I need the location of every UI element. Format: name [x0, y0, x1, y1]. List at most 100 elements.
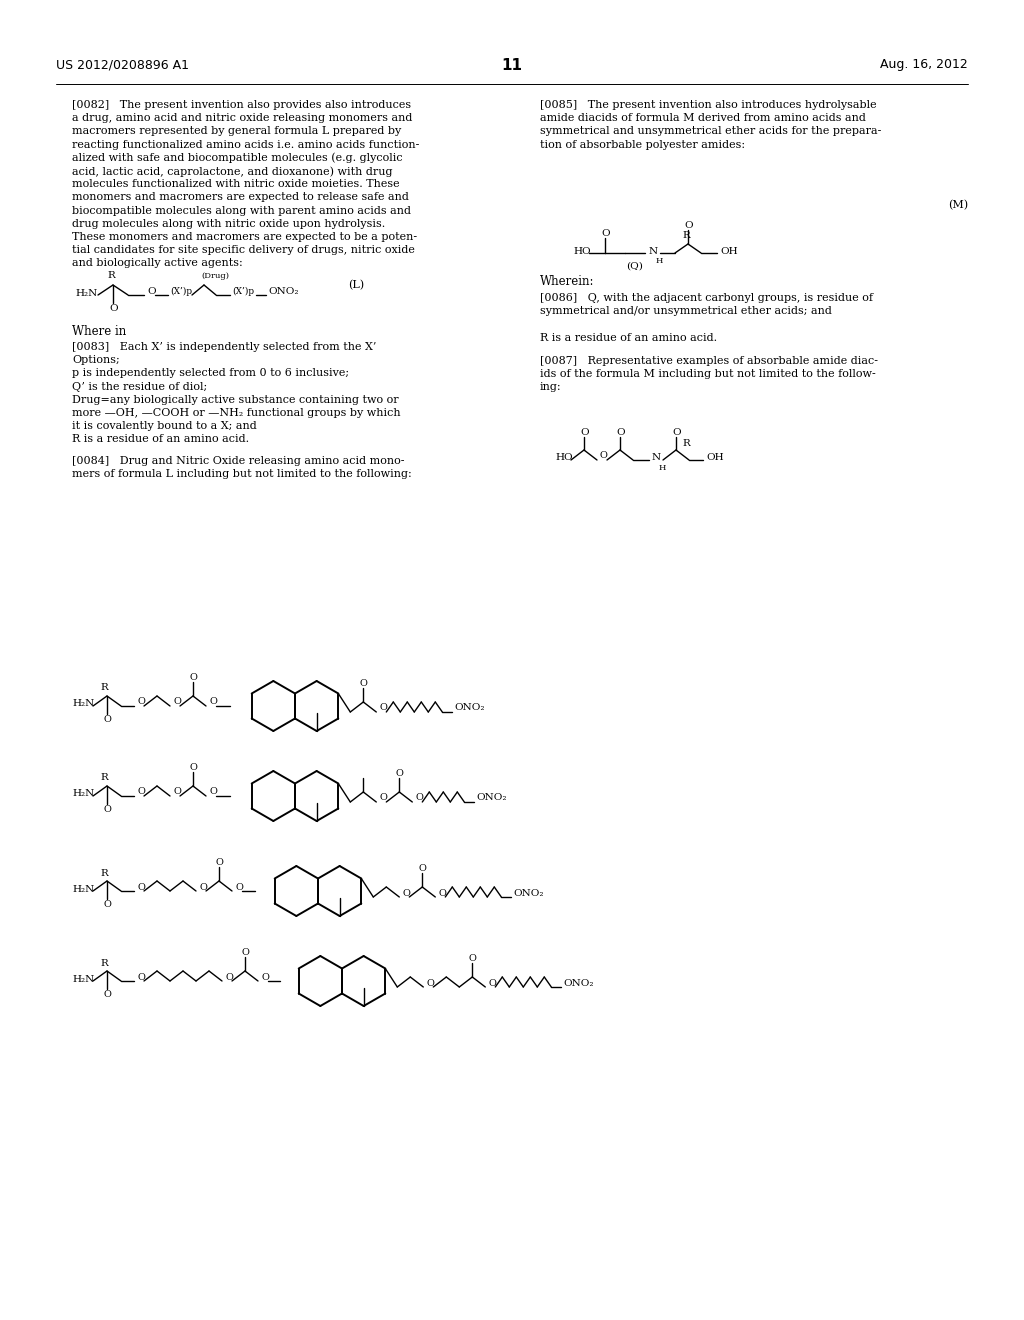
- Text: H: H: [656, 257, 664, 265]
- Text: O: O: [672, 428, 681, 437]
- Text: O: O: [468, 954, 476, 964]
- Text: (Drug): (Drug): [201, 272, 229, 280]
- Text: N: N: [649, 247, 658, 256]
- Text: O: O: [225, 973, 232, 982]
- Text: O: O: [261, 973, 269, 982]
- Text: O: O: [147, 286, 156, 296]
- Text: O: O: [402, 888, 411, 898]
- Text: O: O: [137, 697, 144, 706]
- Text: H₂N: H₂N: [72, 700, 94, 709]
- Text: [0086]   Q, with the adjacent carbonyl groups, is residue of: [0086] Q, with the adjacent carbonyl gro…: [540, 293, 873, 304]
- Text: O: O: [103, 715, 111, 723]
- Text: ONO₂: ONO₂: [513, 888, 544, 898]
- Text: O: O: [241, 948, 249, 957]
- Text: O: O: [189, 763, 197, 772]
- Text: N: N: [652, 454, 662, 462]
- Text: O: O: [189, 673, 197, 682]
- Text: OH: OH: [720, 247, 737, 256]
- Text: O: O: [359, 678, 368, 688]
- Text: acid, lactic acid, caprolactone, and dioxanone) with drug: acid, lactic acid, caprolactone, and dio…: [72, 166, 392, 177]
- Text: mers of formula L including but not limited to the following:: mers of formula L including but not limi…: [72, 469, 412, 479]
- Text: H₂N: H₂N: [72, 884, 94, 894]
- Text: amide diacids of formula M derived from amino acids and: amide diacids of formula M derived from …: [540, 114, 866, 123]
- Text: H: H: [659, 465, 667, 473]
- Text: [0083]   Each X’ is independently selected from the X’: [0083] Each X’ is independently selected…: [72, 342, 377, 352]
- Text: a drug, amino acid and nitric oxide releasing monomers and: a drug, amino acid and nitric oxide rele…: [72, 114, 413, 123]
- Text: O: O: [199, 883, 207, 891]
- Text: Drug=any biologically active substance containing two or: Drug=any biologically active substance c…: [72, 395, 398, 405]
- Text: R: R: [106, 272, 115, 281]
- Text: (Q): (Q): [627, 261, 643, 271]
- Text: O: O: [438, 888, 446, 898]
- Text: 11: 11: [502, 58, 522, 73]
- Text: ids of the formula M including but not limited to the follow-: ids of the formula M including but not l…: [540, 370, 876, 379]
- Text: [0085]   The present invention also introduces hydrolysable: [0085] The present invention also introd…: [540, 100, 877, 110]
- Text: symmetrical and unsymmetrical ether acids for the prepara-: symmetrical and unsymmetrical ether acid…: [540, 127, 882, 136]
- Text: biocompatible molecules along with parent amino acids and: biocompatible molecules along with paren…: [72, 206, 411, 215]
- Text: it is covalently bound to a X; and: it is covalently bound to a X; and: [72, 421, 257, 432]
- Text: tion of absorbable polyester amides:: tion of absorbable polyester amides:: [540, 140, 745, 149]
- Text: O: O: [488, 978, 497, 987]
- Text: Aug. 16, 2012: Aug. 16, 2012: [881, 58, 968, 71]
- Text: [0082]   The present invention also provides also introduces: [0082] The present invention also provid…: [72, 100, 411, 110]
- Text: (X’)p: (X’)p: [170, 286, 193, 296]
- Text: O: O: [684, 220, 692, 230]
- Text: O: O: [418, 865, 426, 873]
- Text: O: O: [616, 428, 625, 437]
- Text: O: O: [426, 978, 434, 987]
- Text: O: O: [109, 304, 118, 313]
- Text: O: O: [173, 788, 181, 796]
- Text: H₂N: H₂N: [72, 789, 94, 799]
- Text: O: O: [137, 973, 144, 982]
- Text: R: R: [682, 231, 690, 240]
- Text: R is a residue of an amino acid.: R is a residue of an amino acid.: [540, 333, 717, 343]
- Text: (M): (M): [948, 201, 968, 210]
- Text: [0084]   Drug and Nitric Oxide releasing amino acid mono-: [0084] Drug and Nitric Oxide releasing a…: [72, 455, 404, 466]
- Text: ONO₂: ONO₂: [476, 793, 507, 803]
- Text: more —OH, —COOH or —NH₂ functional groups by which: more —OH, —COOH or —NH₂ functional group…: [72, 408, 400, 418]
- Text: and biologically active agents:: and biologically active agents:: [72, 259, 243, 268]
- Text: reacting functionalized amino acids i.e. amino acids function-: reacting functionalized amino acids i.e.…: [72, 140, 420, 149]
- Text: O: O: [379, 704, 387, 713]
- Text: R is a residue of an amino acid.: R is a residue of an amino acid.: [72, 434, 249, 445]
- Text: O: O: [379, 793, 387, 803]
- Text: symmetrical and/or unsymmetrical ether acids; and: symmetrical and/or unsymmetrical ether a…: [540, 306, 831, 317]
- Text: O: O: [137, 883, 144, 891]
- Text: (X’)p: (X’)p: [232, 286, 254, 296]
- Text: H₂N: H₂N: [75, 289, 97, 297]
- Text: R: R: [100, 684, 108, 693]
- Text: O: O: [103, 900, 111, 909]
- Text: H₂N: H₂N: [72, 974, 94, 983]
- Text: ONO₂: ONO₂: [268, 286, 299, 296]
- Text: O: O: [601, 228, 609, 238]
- Text: (L): (L): [348, 280, 365, 290]
- Text: O: O: [103, 990, 111, 999]
- Text: O: O: [209, 788, 217, 796]
- Text: ONO₂: ONO₂: [455, 704, 484, 713]
- Text: Q’ is the residue of diol;: Q’ is the residue of diol;: [72, 381, 207, 392]
- Text: O: O: [209, 697, 217, 706]
- Text: drug molecules along with nitric oxide upon hydrolysis.: drug molecules along with nitric oxide u…: [72, 219, 385, 228]
- Text: molecules functionalized with nitric oxide moieties. These: molecules functionalized with nitric oxi…: [72, 180, 399, 189]
- Text: O: O: [580, 428, 589, 437]
- Text: alized with safe and biocompatible molecules (e.g. glycolic: alized with safe and biocompatible molec…: [72, 153, 402, 164]
- Text: US 2012/0208896 A1: US 2012/0208896 A1: [56, 58, 189, 71]
- Text: ONO₂: ONO₂: [563, 978, 594, 987]
- Text: O: O: [234, 883, 243, 891]
- Text: O: O: [416, 793, 423, 803]
- Text: HO: HO: [555, 454, 572, 462]
- Text: [0087]   Representative examples of absorbable amide diac-: [0087] Representative examples of absorb…: [540, 356, 878, 366]
- Text: O: O: [215, 858, 223, 867]
- Text: Options;: Options;: [72, 355, 120, 366]
- Text: Wherein:: Wherein:: [540, 275, 595, 288]
- Text: R: R: [100, 869, 108, 878]
- Text: Where in: Where in: [72, 325, 126, 338]
- Text: ing:: ing:: [540, 383, 561, 392]
- Text: O: O: [600, 451, 608, 461]
- Text: O: O: [173, 697, 181, 706]
- Text: R: R: [100, 774, 108, 783]
- Text: macromers represented by general formula L prepared by: macromers represented by general formula…: [72, 127, 401, 136]
- Text: p is independently selected from 0 to 6 inclusive;: p is independently selected from 0 to 6 …: [72, 368, 349, 379]
- Text: O: O: [395, 770, 403, 777]
- Text: O: O: [103, 805, 111, 814]
